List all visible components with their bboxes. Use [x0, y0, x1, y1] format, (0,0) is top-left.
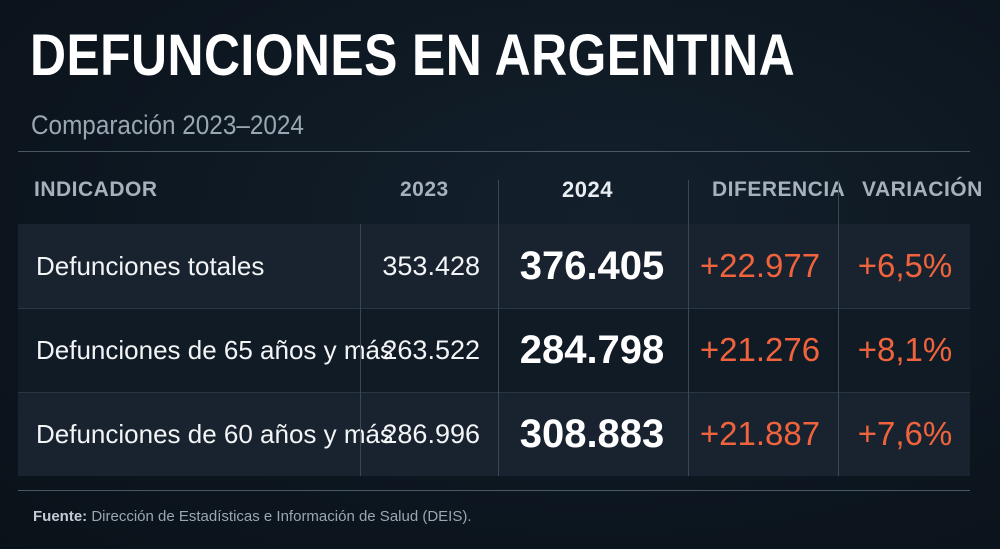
- table-row: Defunciones totales 353.428 376.405 +22.…: [18, 224, 970, 308]
- source-text: Dirección de Estadísticas e Información …: [87, 508, 472, 525]
- cell-variacion: +6,5%: [857, 247, 953, 284]
- source-label: Fuente:: [33, 508, 88, 525]
- header-2023: 2023: [400, 178, 449, 201]
- cell-indicador: Defunciones de 60 años y más: [36, 418, 393, 449]
- cell-indicador: Defunciones totales: [36, 250, 265, 281]
- cell-2024: 308.883: [519, 411, 665, 456]
- header-2024: 2024: [562, 177, 613, 202]
- page-title: DEFUNCIONES EN ARGENTINA: [30, 23, 796, 88]
- cell-diferencia: +21.276: [699, 331, 821, 368]
- source-note: Fuente: Dirección de Estadísticas e Info…: [33, 508, 472, 525]
- column-divider: [498, 180, 499, 476]
- cell-variacion: +7,6%: [857, 415, 953, 452]
- header-variacion: VARIACIÓN: [862, 178, 983, 201]
- header-indicador: INDICADOR: [34, 178, 158, 201]
- column-divider: [360, 224, 361, 476]
- comparison-table: INDICADOR 2023 2024 DIFERENCIA VARIACIÓN…: [18, 160, 982, 490]
- row-divider: [18, 392, 970, 393]
- cell-2024: 376.405: [519, 243, 665, 288]
- table-row: Defunciones de 65 años y más 263.522 284…: [18, 308, 970, 392]
- top-divider: [18, 151, 970, 152]
- cell-variacion: +8,1%: [857, 331, 953, 368]
- cell-2023: 263.522: [382, 334, 480, 365]
- page-subtitle: Comparación 2023–2024: [31, 110, 304, 140]
- cell-diferencia: +21.887: [699, 415, 821, 452]
- column-divider: [688, 180, 689, 476]
- column-divider: [838, 180, 839, 476]
- header-diferencia: DIFERENCIA: [712, 178, 846, 201]
- cell-diferencia: +22.977: [699, 247, 821, 284]
- table-row: Defunciones de 60 años y más 286.996 308…: [18, 392, 970, 476]
- row-divider: [18, 308, 970, 309]
- cell-indicador: Defunciones de 65 años y más: [36, 334, 393, 365]
- cell-2023: 286.996: [382, 418, 480, 449]
- bottom-divider: [18, 490, 970, 491]
- cell-2023: 353.428: [382, 250, 480, 281]
- cell-2024: 284.798: [519, 327, 665, 372]
